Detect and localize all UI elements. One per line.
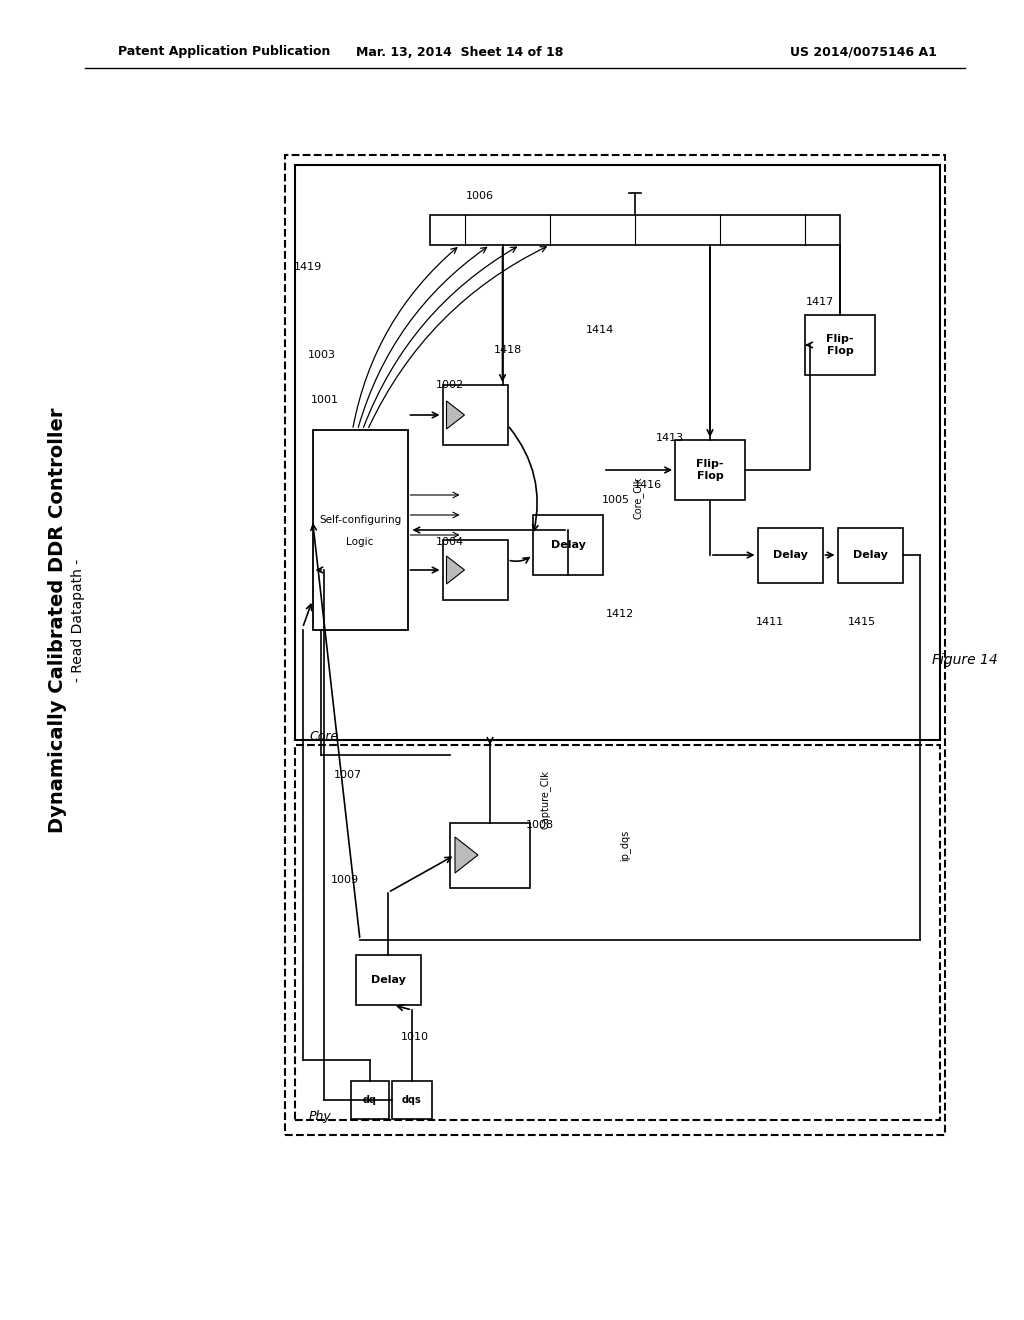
Text: 1416: 1416 — [634, 480, 663, 490]
Text: Core: Core — [309, 730, 338, 743]
Text: 1414: 1414 — [586, 325, 614, 335]
Text: 1412: 1412 — [606, 609, 634, 619]
Text: 1415: 1415 — [848, 616, 877, 627]
Text: Dynamically Calibrated DDR Controller: Dynamically Calibrated DDR Controller — [48, 408, 68, 833]
Text: Capture_Clk: Capture_Clk — [540, 771, 551, 829]
Text: Flop: Flop — [826, 346, 853, 356]
Text: 1419: 1419 — [294, 261, 323, 272]
Text: 1417: 1417 — [806, 297, 835, 308]
Polygon shape — [446, 401, 465, 429]
Text: US 2014/0075146 A1: US 2014/0075146 A1 — [790, 45, 937, 58]
Text: 1007: 1007 — [334, 770, 362, 780]
Text: 1003: 1003 — [308, 350, 336, 360]
Bar — [534, 515, 603, 576]
Text: Self-configuring: Self-configuring — [318, 515, 401, 525]
Text: 1008: 1008 — [526, 820, 554, 830]
Text: 1413: 1413 — [656, 433, 684, 444]
Bar — [295, 165, 940, 741]
Bar — [758, 528, 822, 582]
Bar — [295, 744, 940, 1119]
Bar — [430, 215, 840, 246]
Text: dqs: dqs — [402, 1096, 422, 1105]
Text: 1009: 1009 — [331, 875, 359, 884]
Bar — [450, 822, 530, 887]
Text: 1004: 1004 — [436, 537, 464, 546]
Text: 1001: 1001 — [311, 395, 339, 405]
Bar — [442, 385, 508, 445]
Bar — [312, 430, 408, 630]
Text: dq: dq — [362, 1096, 377, 1105]
Text: 1010: 1010 — [401, 1032, 429, 1041]
Text: - Read Datapath -: - Read Datapath - — [71, 558, 85, 681]
Text: Phy: Phy — [309, 1110, 332, 1123]
Text: 1411: 1411 — [756, 616, 784, 627]
Text: Mar. 13, 2014  Sheet 14 of 18: Mar. 13, 2014 Sheet 14 of 18 — [356, 45, 563, 58]
Bar — [355, 954, 421, 1005]
Bar — [285, 154, 945, 1135]
Bar — [442, 540, 508, 601]
Text: Flip-: Flip- — [696, 459, 724, 469]
Text: ip_dqs: ip_dqs — [620, 829, 631, 861]
Bar — [392, 1081, 432, 1119]
Polygon shape — [446, 556, 465, 583]
Text: Delay: Delay — [551, 540, 586, 550]
Polygon shape — [455, 837, 478, 873]
Text: Patent Application Publication: Patent Application Publication — [118, 45, 331, 58]
Bar — [805, 315, 874, 375]
Text: Core_Clk: Core_Clk — [633, 477, 643, 519]
Bar — [838, 528, 902, 582]
Text: Logic: Logic — [346, 537, 374, 546]
Text: 1418: 1418 — [494, 345, 522, 355]
Text: 1002: 1002 — [436, 380, 464, 389]
Text: Figure 14: Figure 14 — [932, 653, 997, 667]
Text: Flop: Flop — [696, 471, 723, 480]
Text: 1005: 1005 — [602, 495, 630, 506]
Text: Delay: Delay — [371, 975, 406, 985]
Text: Delay: Delay — [772, 550, 808, 560]
Text: Delay: Delay — [853, 550, 888, 560]
Bar — [675, 440, 745, 500]
Bar — [351, 1081, 389, 1119]
Text: Flip-: Flip- — [826, 334, 854, 345]
Text: 1006: 1006 — [466, 191, 494, 201]
